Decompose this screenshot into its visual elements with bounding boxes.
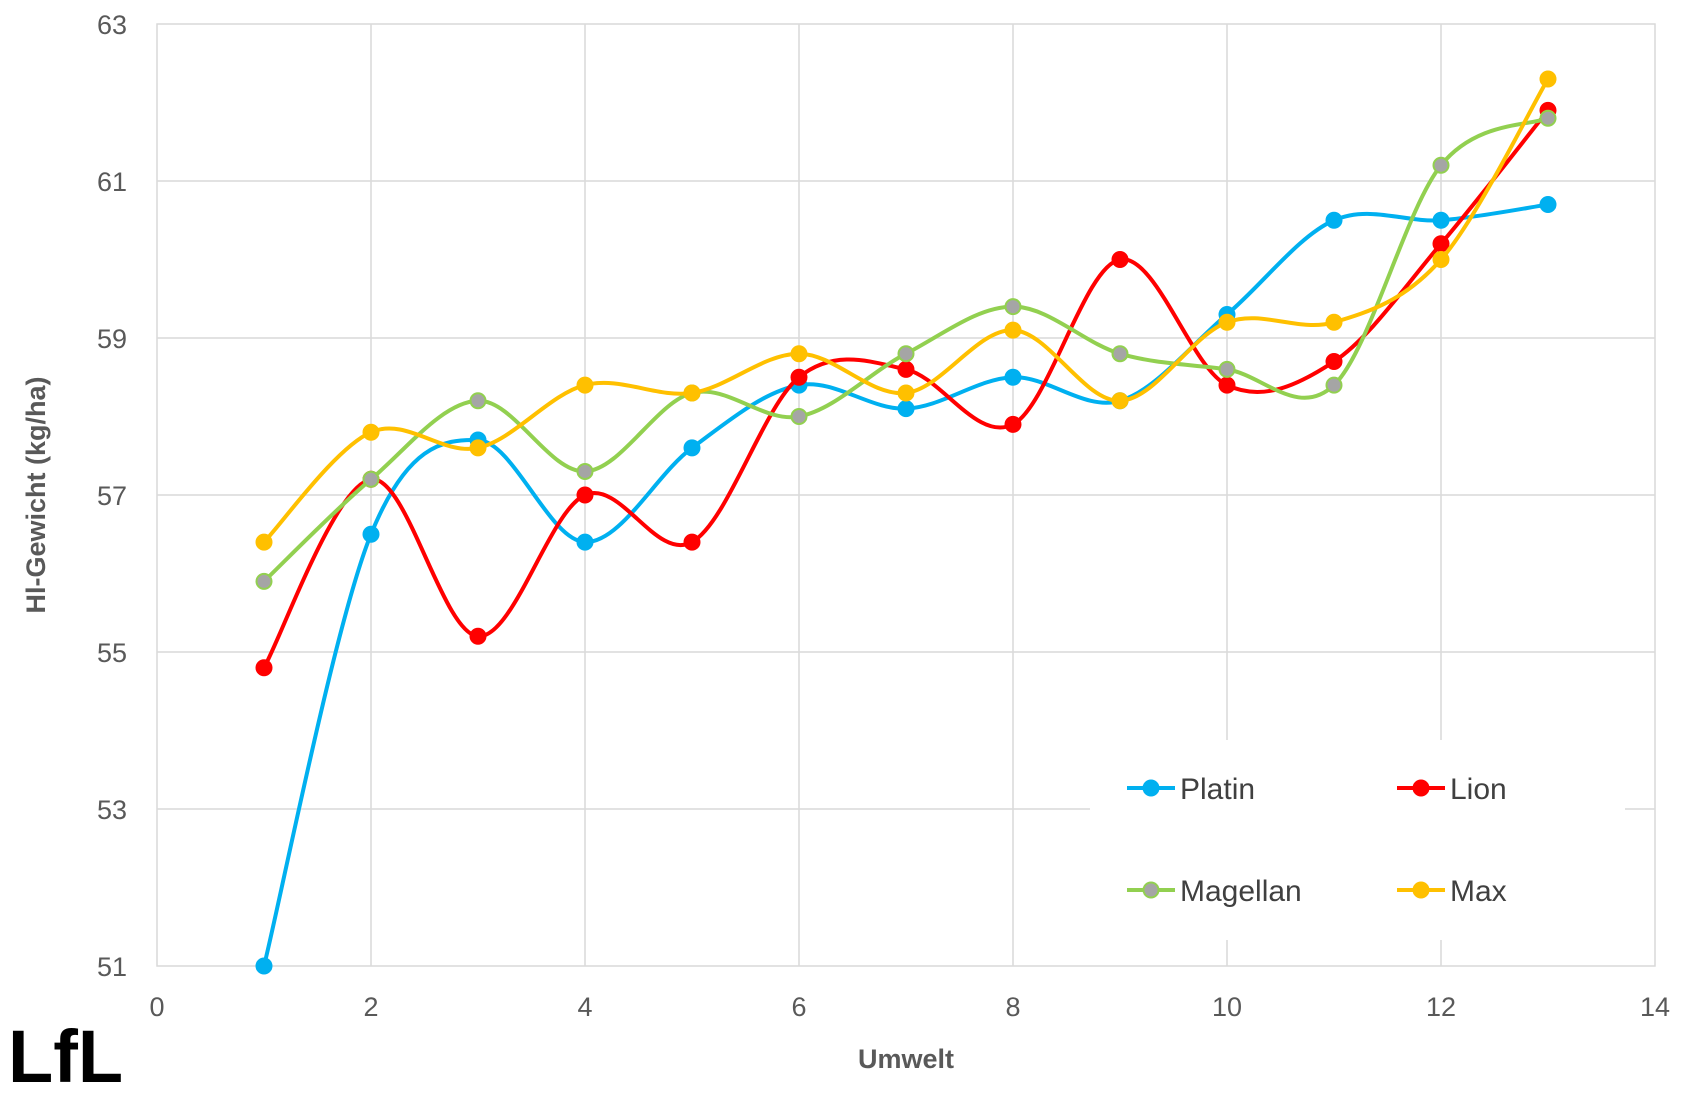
data-point — [683, 533, 701, 551]
data-point — [1218, 360, 1236, 378]
x-tick-label: 14 — [1640, 992, 1670, 1022]
data-point — [469, 439, 487, 457]
data-point — [1004, 298, 1022, 316]
data-point — [1539, 70, 1557, 88]
y-tick-label: 63 — [97, 10, 127, 40]
legend-item-lion: Lion — [1397, 773, 1507, 806]
series-max — [255, 70, 1557, 551]
data-point — [255, 659, 273, 677]
data-point — [362, 525, 380, 543]
data-point — [1432, 156, 1450, 174]
series-line-platin — [262, 202, 1549, 967]
data-point — [897, 400, 915, 418]
data-point — [1325, 211, 1343, 229]
data-point — [683, 384, 701, 402]
data-point — [897, 360, 915, 378]
legend-label: Lion — [1450, 773, 1507, 806]
data-point — [1432, 251, 1450, 268]
x-tick-label: 0 — [149, 992, 164, 1022]
axes: 0 2 4 6 8 10 12 14 51 53 55 57 59 61 63 — [97, 10, 1670, 1022]
data-point — [1432, 235, 1450, 253]
y-tick-label: 59 — [97, 324, 127, 354]
data-point — [576, 376, 594, 394]
data-point — [1111, 345, 1129, 363]
data-point — [790, 345, 808, 363]
data-point — [1325, 376, 1343, 394]
data-point — [1004, 321, 1022, 339]
x-tick-label: 10 — [1212, 992, 1242, 1022]
legend-marker — [1412, 881, 1430, 899]
legend: Platin Lion Magellan Max — [1090, 740, 1625, 940]
x-axis-title: Umwelt — [858, 1044, 954, 1074]
data-point — [362, 470, 380, 488]
data-point — [255, 957, 273, 975]
data-point — [1432, 211, 1450, 229]
x-tick-label: 2 — [363, 992, 378, 1022]
data-point — [1004, 368, 1022, 386]
legend-label: Platin — [1180, 773, 1255, 806]
data-point — [790, 408, 808, 425]
series-line-max — [262, 77, 1550, 544]
data-point — [683, 439, 701, 457]
data-point — [1325, 353, 1343, 371]
legend-item-magellan: Magellan — [1127, 875, 1302, 908]
legend-background — [1090, 740, 1625, 940]
data-point — [576, 462, 594, 480]
data-point — [1325, 313, 1343, 331]
gridlines — [156, 23, 1656, 967]
x-tick-label: 8 — [1005, 992, 1020, 1022]
y-tick-label: 57 — [97, 481, 127, 511]
legend-marker — [1142, 779, 1160, 797]
data-point — [1539, 109, 1557, 127]
data-point — [469, 627, 487, 645]
series-magellan — [255, 109, 1557, 590]
data-point — [469, 392, 487, 410]
data-point — [1111, 392, 1129, 410]
data-point — [1218, 313, 1236, 331]
data-point — [576, 533, 594, 551]
legend-label: Magellan — [1180, 875, 1302, 908]
data-point — [897, 345, 915, 363]
data-point — [1218, 376, 1236, 394]
y-tick-label: 61 — [97, 167, 127, 197]
legend-marker — [1412, 779, 1430, 797]
y-tick-label: 51 — [97, 952, 127, 982]
legend-marker — [1142, 881, 1160, 899]
data-point — [1004, 415, 1022, 433]
x-tick-label: 6 — [791, 992, 806, 1022]
x-tick-label: 4 — [577, 992, 592, 1022]
legend-item-platin: Platin — [1127, 773, 1255, 806]
data-point — [255, 572, 273, 590]
y-tick-label: 55 — [97, 638, 127, 668]
data-point — [1111, 251, 1129, 268]
lfl-logo: LfL — [8, 1015, 124, 1098]
y-tick-label: 53 — [97, 795, 127, 825]
data-point — [897, 384, 915, 402]
x-tick-label: 12 — [1426, 992, 1456, 1022]
data-point — [576, 486, 594, 504]
data-point — [255, 533, 273, 551]
legend-label: Max — [1450, 875, 1507, 908]
data-point — [1539, 196, 1557, 214]
data-point — [790, 368, 808, 386]
series-group — [255, 70, 1557, 975]
legend-item-max: Max — [1397, 875, 1507, 908]
y-axis-title: Hl-Gewicht (kg/ha) — [21, 376, 51, 613]
data-point — [362, 423, 380, 441]
